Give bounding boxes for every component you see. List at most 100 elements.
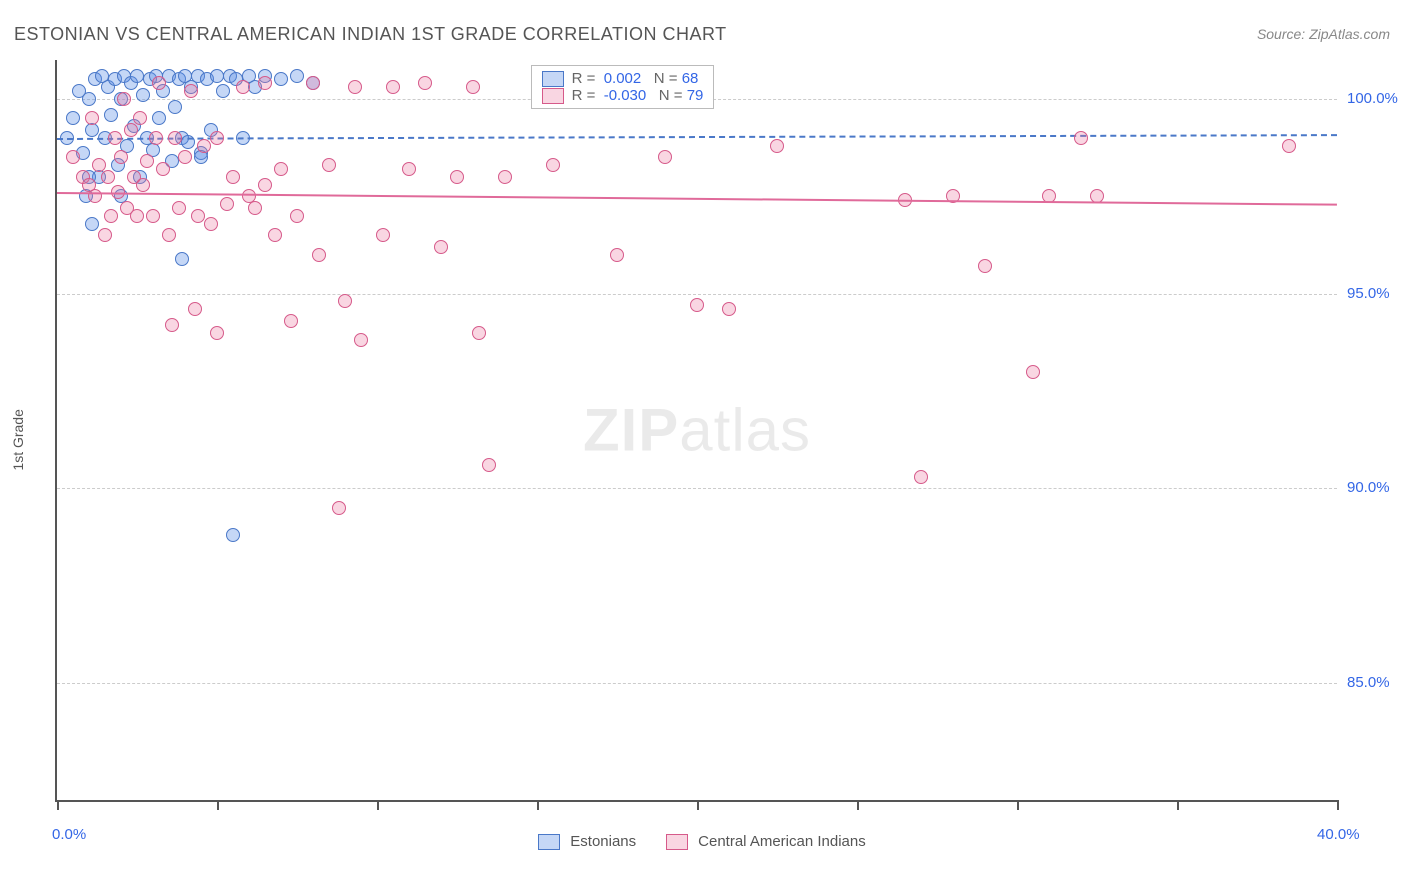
scatter-point (133, 111, 147, 125)
scatter-point (546, 158, 560, 172)
x-tick (857, 800, 859, 810)
scatter-point (162, 228, 176, 242)
scatter-point (98, 228, 112, 242)
gridline (57, 683, 1337, 684)
scatter-point (236, 80, 250, 94)
scatter-point (274, 162, 288, 176)
scatter-point (82, 92, 96, 106)
scatter-point (172, 201, 186, 215)
scatter-point (136, 178, 150, 192)
scatter-point (258, 178, 272, 192)
scatter-point (248, 201, 262, 215)
scatter-point (258, 76, 272, 90)
x-tick (377, 800, 379, 810)
scatter-point (312, 248, 326, 262)
scatter-point (130, 209, 144, 223)
y-tick-label: 90.0% (1347, 479, 1390, 496)
scatter-point (188, 302, 202, 316)
scatter-point (450, 170, 464, 184)
scatter-point (658, 150, 672, 164)
scatter-point (434, 240, 448, 254)
scatter-point (197, 139, 211, 153)
scatter-point (466, 80, 480, 94)
y-tick-label: 100.0% (1347, 90, 1398, 107)
scatter-point (104, 209, 118, 223)
scatter-point (136, 88, 150, 102)
legend-bottom: Estonians Central American Indians (57, 833, 1337, 850)
scatter-point (332, 501, 346, 515)
scatter-point (770, 139, 784, 153)
x-tick (1017, 800, 1019, 810)
scatter-point (149, 131, 163, 145)
x-tick (57, 800, 59, 810)
scatter-point (284, 314, 298, 328)
scatter-point (354, 333, 368, 347)
scatter-point (101, 170, 115, 184)
scatter-point (376, 228, 390, 242)
gridline (57, 488, 1337, 489)
scatter-point (482, 458, 496, 472)
scatter-point (290, 69, 304, 83)
scatter-point (146, 209, 160, 223)
scatter-point (472, 326, 486, 340)
x-tick-label: 0.0% (52, 826, 86, 843)
scatter-point (306, 76, 320, 90)
x-tick (1337, 800, 1339, 810)
y-axis-label: 1st Grade (10, 409, 26, 470)
x-tick-label: 40.0% (1317, 826, 1360, 843)
scatter-point (175, 252, 189, 266)
scatter-point (168, 131, 182, 145)
scatter-point (156, 162, 170, 176)
y-tick-label: 95.0% (1347, 285, 1390, 302)
scatter-point (191, 209, 205, 223)
scatter-point (322, 158, 336, 172)
scatter-point (978, 259, 992, 273)
scatter-point (178, 150, 192, 164)
scatter-point (66, 150, 80, 164)
scatter-point (210, 131, 224, 145)
scatter-point (117, 92, 131, 106)
scatter-point (152, 111, 166, 125)
scatter-point (85, 217, 99, 231)
scatter-point (152, 76, 166, 90)
scatter-point (114, 150, 128, 164)
gridline (57, 294, 1337, 295)
legend-item: Central American Indians (656, 833, 866, 850)
scatter-point (690, 298, 704, 312)
scatter-point (1074, 131, 1088, 145)
scatter-point (184, 84, 198, 98)
source-label: Source: ZipAtlas.com (1257, 26, 1390, 42)
y-tick-label: 85.0% (1347, 674, 1390, 691)
scatter-point (338, 294, 352, 308)
x-tick (1177, 800, 1179, 810)
scatter-point (914, 470, 928, 484)
scatter-point (104, 108, 118, 122)
legend-item: Estonians (528, 833, 636, 850)
x-tick (217, 800, 219, 810)
scatter-point (108, 131, 122, 145)
chart-title: ESTONIAN VS CENTRAL AMERICAN INDIAN 1ST … (14, 24, 727, 45)
scatter-point (168, 100, 182, 114)
scatter-point (274, 72, 288, 86)
scatter-point (402, 162, 416, 176)
watermark: ZIPatlas (583, 396, 811, 465)
stats-legend: R = 0.002 N = 68R = -0.030 N = 79 (531, 65, 715, 109)
scatter-point (1026, 365, 1040, 379)
scatter-point (66, 111, 80, 125)
plot-area: ZIPatlas EstoniansCentral American India… (55, 60, 1337, 802)
scatter-point (204, 217, 218, 231)
scatter-point (216, 84, 230, 98)
scatter-point (140, 154, 154, 168)
x-tick (697, 800, 699, 810)
scatter-point (610, 248, 624, 262)
scatter-point (165, 318, 179, 332)
scatter-point (348, 80, 362, 94)
scatter-point (124, 123, 138, 137)
scatter-point (386, 80, 400, 94)
scatter-point (290, 209, 304, 223)
scatter-point (210, 326, 224, 340)
scatter-point (418, 76, 432, 90)
scatter-point (268, 228, 282, 242)
scatter-point (226, 170, 240, 184)
scatter-point (498, 170, 512, 184)
